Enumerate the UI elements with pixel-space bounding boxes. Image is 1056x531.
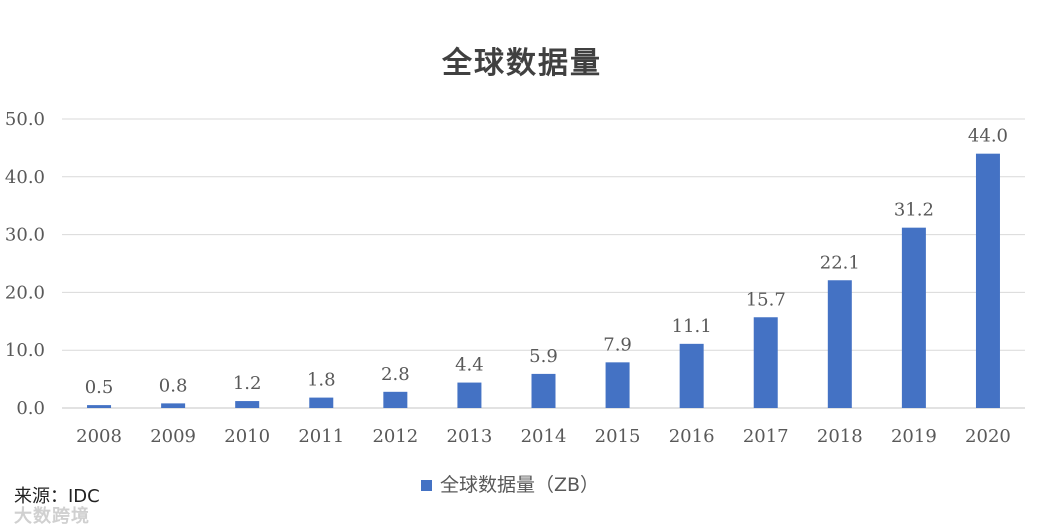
legend-swatch bbox=[421, 480, 432, 491]
legend: 全球数据量（ZB） bbox=[421, 474, 599, 496]
y-tick-label: 10.0 bbox=[5, 340, 45, 361]
data-label: 0.8 bbox=[159, 375, 188, 396]
bar bbox=[309, 397, 334, 408]
x-tick-label: 2011 bbox=[298, 426, 344, 447]
bar bbox=[901, 227, 926, 408]
y-tick-label: 20.0 bbox=[5, 282, 45, 303]
y-tick-label: 40.0 bbox=[5, 167, 45, 188]
data-label: 11.1 bbox=[672, 316, 712, 337]
x-tick-label: 2018 bbox=[817, 426, 863, 447]
legend-label: 全球数据量（ZB） bbox=[440, 474, 599, 496]
chart-title: 全球数据量 bbox=[441, 46, 602, 81]
x-tick-label: 2014 bbox=[521, 426, 567, 447]
data-label: 5.9 bbox=[529, 346, 558, 367]
data-label: 1.8 bbox=[307, 370, 336, 391]
bar bbox=[87, 405, 112, 408]
data-label: 44.0 bbox=[968, 126, 1008, 147]
x-tick-label: 2017 bbox=[743, 426, 789, 447]
watermark: 大数跨境 bbox=[14, 506, 90, 527]
data-label: 2.8 bbox=[381, 364, 410, 385]
bar bbox=[235, 401, 260, 408]
data-label: 15.7 bbox=[746, 289, 786, 310]
x-tick-label: 2009 bbox=[150, 426, 196, 447]
source-note: 来源：IDC bbox=[14, 486, 100, 507]
bar bbox=[827, 280, 852, 408]
y-tick-label: 0.0 bbox=[16, 398, 45, 419]
x-tick-label: 2013 bbox=[447, 426, 493, 447]
data-label: 1.2 bbox=[233, 373, 262, 394]
x-tick-label: 2019 bbox=[891, 426, 937, 447]
data-label: 7.9 bbox=[603, 334, 632, 355]
bar bbox=[457, 382, 482, 408]
bar bbox=[975, 153, 1000, 408]
data-label: 0.5 bbox=[85, 377, 114, 398]
y-axis-tick-labels: 0.0 10.0 20.0 30.0 40.0 50.0 bbox=[5, 109, 45, 419]
x-tick-label: 2016 bbox=[669, 426, 715, 447]
data-label: 4.4 bbox=[455, 355, 484, 376]
gridlines bbox=[62, 118, 1025, 409]
y-tick-label: 50.0 bbox=[5, 109, 45, 130]
bar bbox=[383, 391, 408, 408]
data-labels: 0.5 0.8 1.2 1.8 2.8 4.4 5.9 7.9 11.1 15.7 22.1 31.2… bbox=[85, 126, 1008, 398]
x-tick-label: 2010 bbox=[224, 426, 270, 447]
x-tick-label: 2020 bbox=[965, 426, 1011, 447]
x-tick-label: 2008 bbox=[76, 426, 122, 447]
x-tick-label: 2012 bbox=[372, 426, 418, 447]
x-axis-tick-labels: 2008 2009 2010 2011 2012 2013 2014 2015 2016 2017… bbox=[76, 426, 1011, 447]
data-label: 31.2 bbox=[894, 200, 934, 221]
y-tick-label: 30.0 bbox=[5, 225, 45, 246]
x-tick-label: 2015 bbox=[595, 426, 641, 447]
bar bbox=[679, 343, 704, 408]
bar bbox=[605, 362, 630, 408]
bar bbox=[753, 317, 778, 408]
bar bbox=[161, 403, 186, 408]
bar bbox=[531, 373, 556, 408]
data-label: 22.1 bbox=[820, 252, 860, 273]
bars bbox=[87, 153, 1000, 408]
